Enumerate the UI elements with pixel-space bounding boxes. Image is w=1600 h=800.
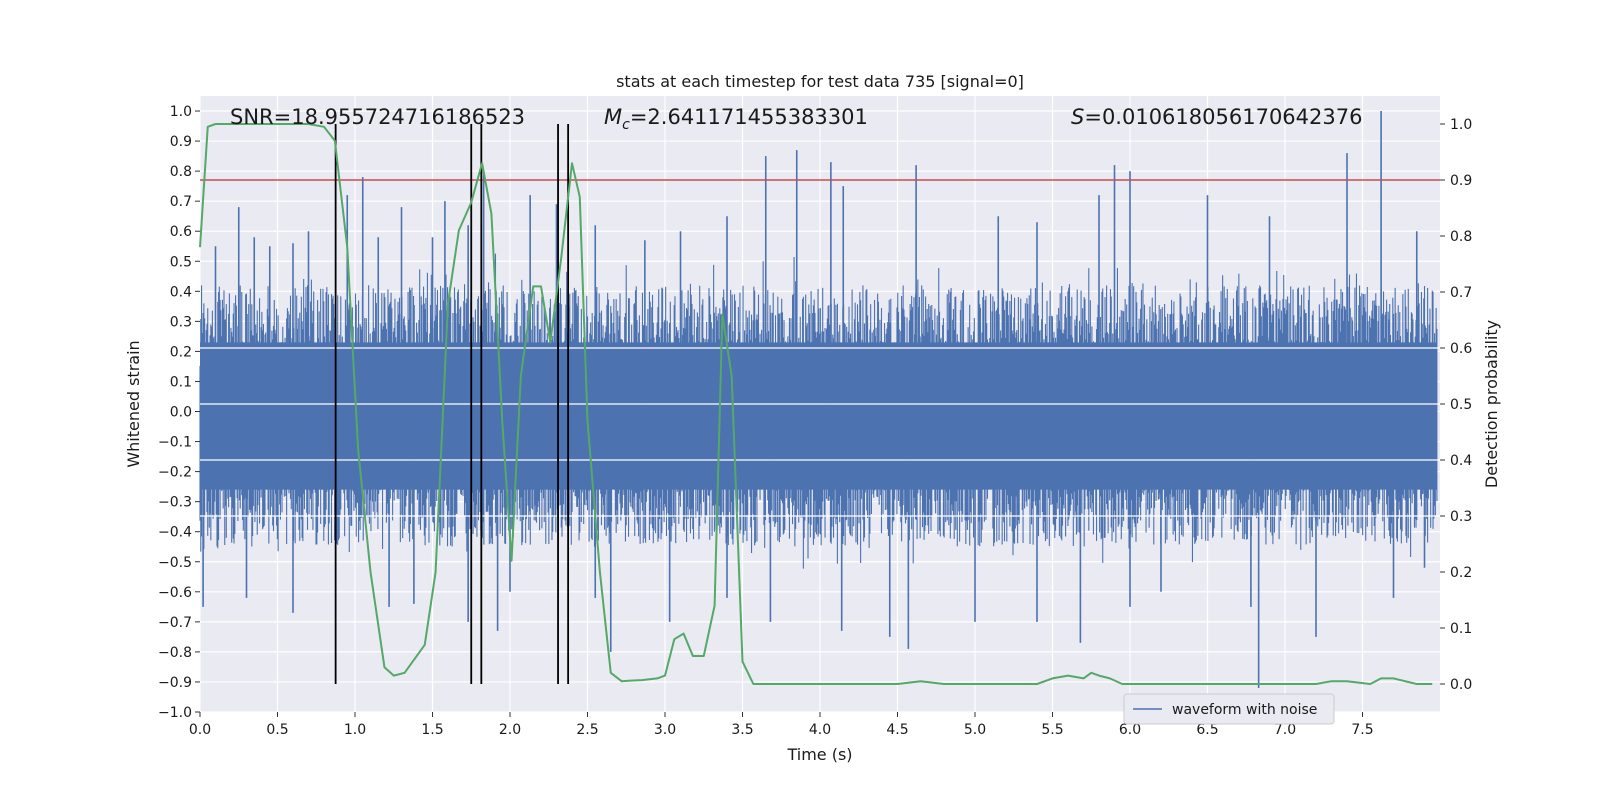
x-axis-label: Time (s)	[786, 745, 852, 764]
snr-annotation: SNR=18.955724716186523	[230, 105, 525, 129]
legend-box	[1123, 693, 1335, 725]
y-right-tick-label: 0.2	[1450, 565, 1472, 581]
chart-title: stats at each timestep for test data 735…	[616, 72, 1024, 91]
x-tick-label: 0.5	[266, 722, 288, 738]
y-tick-label: 0.9	[170, 134, 192, 150]
y-right-axis-label: Detection probability	[1482, 320, 1501, 488]
y-tick-label: 0.0	[170, 405, 192, 421]
x-tick-label: 1.0	[344, 722, 366, 738]
x-tick-label: 0.0	[189, 722, 211, 738]
y-tick-label: 0.3	[170, 314, 192, 330]
y-right-tick-label: 0.5	[1450, 397, 1472, 413]
y-right-tick-label: 0.9	[1450, 173, 1472, 189]
s-annotation: S=0.010618056170642376	[1071, 105, 1362, 129]
y-tick-label: −0.9	[158, 675, 192, 691]
y-tick-label: −0.8	[158, 645, 192, 661]
y-tick-label: 0.1	[170, 374, 192, 390]
chirp-mass-subscript: c	[622, 117, 630, 133]
y-right-tick-label: 0.4	[1450, 453, 1472, 469]
x-tick-label: 1.5	[421, 722, 443, 738]
x-tick-label: 3.0	[654, 722, 676, 738]
waveform-core	[200, 342, 1437, 490]
y-right-tick-label: 0.6	[1450, 341, 1472, 357]
chirp-mass-annotation: Mc=2.641171455383301	[604, 105, 868, 133]
x-tick-label: 6.0	[1119, 722, 1141, 738]
y-tick-label: −0.5	[158, 555, 192, 571]
x-tick-label: 6.5	[1196, 722, 1218, 738]
y-right-tick-label: 0.8	[1450, 229, 1472, 245]
x-tick-label: 5.0	[964, 722, 986, 738]
y-tick-label: 1.0	[170, 104, 192, 120]
ticks: 0.0 0.5 1.0 1.5 2.0 2.5 3.0 3.5 4.0 4.5 5.0 5.5 6.0 6…	[158, 104, 1472, 738]
y-right-tick-label: 0.3	[1450, 509, 1472, 525]
x-tick-label: 2.0	[499, 722, 521, 738]
y-axis-label: Whitened strain	[124, 340, 143, 467]
x-tick-label: 2.5	[576, 722, 598, 738]
chirp-mass-value: =2.641171455383301	[630, 105, 868, 129]
y-tick-label: 0.5	[170, 254, 192, 270]
y-right-tick-label: 0.7	[1450, 285, 1472, 301]
x-tick-label: 4.5	[886, 722, 908, 738]
y-tick-label: −0.1	[158, 435, 192, 451]
x-tick-label: 3.5	[731, 722, 753, 738]
s-value: =0.010618056170642376	[1084, 105, 1362, 129]
y-right-tick-label: 0.1	[1450, 621, 1472, 637]
y-tick-label: 0.8	[170, 164, 192, 180]
y-right-tick-label: 1.0	[1450, 117, 1472, 133]
y-tick-label: 0.7	[170, 194, 192, 210]
reference-lines	[200, 124, 1440, 684]
y-tick-label: 0.4	[170, 284, 192, 300]
y-tick-label: −0.2	[158, 465, 192, 481]
y-right-tick-label: 0.0	[1450, 677, 1472, 693]
legend: waveform with noise	[1123, 693, 1335, 725]
x-tick-label: 5.5	[1041, 722, 1063, 738]
y-tick-label: −0.7	[158, 615, 192, 631]
y-tick-label: −0.4	[158, 525, 192, 541]
waveform-series	[199, 111, 1440, 688]
y-tick-label: −0.6	[158, 585, 192, 601]
detection-probability-line	[199, 123, 1433, 685]
y-tick-label: 0.2	[170, 344, 192, 360]
legend-label: waveform with noise	[1172, 702, 1317, 718]
x-tick-label: 4.0	[809, 722, 831, 738]
y-tick-label: −1.0	[158, 705, 192, 721]
x-tick-label: 7.0	[1274, 722, 1296, 738]
y-tick-label: −0.3	[158, 495, 192, 511]
s-symbol: S	[1071, 105, 1084, 129]
x-tick-label: 7.5	[1351, 722, 1373, 738]
y-tick-label: 0.6	[170, 224, 192, 240]
chirp-mass-symbol: M	[604, 105, 622, 129]
probability-series	[199, 123, 1433, 685]
